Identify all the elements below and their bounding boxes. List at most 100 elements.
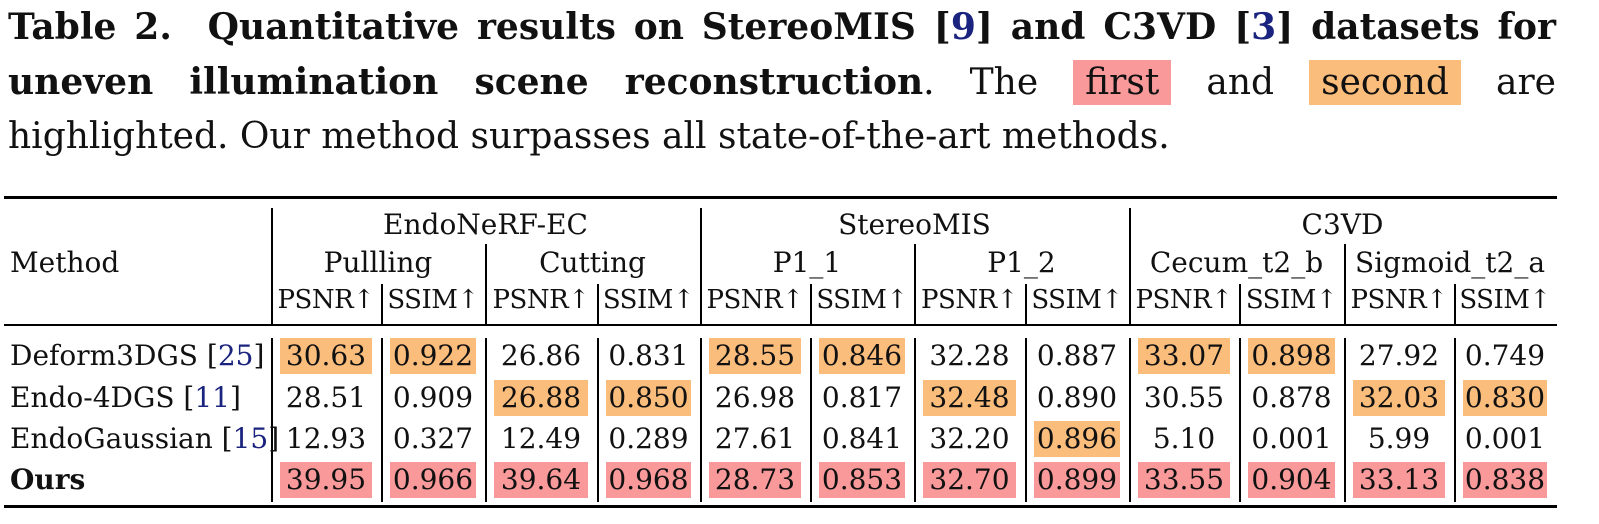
scene-header: Pullling <box>323 246 433 279</box>
table-cell: 32.70 <box>923 462 1016 498</box>
metric-separator <box>810 284 812 324</box>
method-name: Endo-4DGS [11] <box>10 380 241 416</box>
table-cell: 0.853 <box>819 462 905 498</box>
table-cell: 27.61 <box>714 422 796 455</box>
table-cell: 0.896 <box>1034 421 1120 457</box>
dataset-separator <box>271 208 273 324</box>
dataset-header: C3VD <box>1301 208 1384 241</box>
metric-header: SSIM↑ <box>602 285 695 315</box>
caption-label: Table 2. <box>8 6 172 48</box>
table-cell: 0.841 <box>821 422 903 455</box>
table-cell: 0.001 <box>1464 422 1546 455</box>
table-cell: 0.909 <box>392 381 474 414</box>
metric-separator <box>1454 284 1456 324</box>
metric-header: PSNR↑ <box>706 285 804 315</box>
table-cell: 0.890 <box>1036 381 1118 414</box>
citation-link-3[interactable]: 3 <box>1251 6 1277 48</box>
scene-header: Sigmoid_t2_a <box>1354 246 1546 279</box>
method-label: Ours <box>10 463 86 496</box>
caption-bold-2: ] and C3VD [ <box>975 6 1252 48</box>
method-name: Deform3DGS [25] <box>10 338 264 374</box>
table-cell: 32.20 <box>929 422 1010 455</box>
table-cell: 32.48 <box>923 380 1016 416</box>
body-column-separator <box>1239 338 1241 502</box>
metric-header: PSNR↑ <box>921 285 1018 315</box>
table-cell: 32.03 <box>1353 380 1445 416</box>
metric-separator <box>1025 284 1027 324</box>
metric-header: SSIM↑ <box>1459 285 1551 315</box>
body-column-separator <box>271 338 273 502</box>
metric-header: PSNR↑ <box>1135 285 1233 315</box>
table-cell: 0.001 <box>1251 422 1332 455</box>
citation-link[interactable]: 11 <box>194 381 230 414</box>
body-column-separator <box>810 338 812 502</box>
table-cell: 0.749 <box>1464 339 1546 372</box>
caption-bold-3: ] datasets for uneven illumination scene… <box>8 6 1556 103</box>
table-bottom-rule <box>4 505 1557 508</box>
body-column-separator <box>914 338 916 502</box>
citation-link[interactable]: 25 <box>217 339 254 372</box>
caption-text-2: and <box>1206 62 1275 103</box>
table-cell: 33.13 <box>1353 462 1445 498</box>
method-header: Method <box>10 246 120 279</box>
method-label: Endo-4DGS [ <box>10 381 195 414</box>
scene-header: P1_1 <box>772 246 842 279</box>
dataset-header: StereoMIS <box>838 208 991 241</box>
table-cell: 0.878 <box>1251 381 1332 414</box>
metric-header: SSIM↑ <box>1245 285 1338 315</box>
metric-separator <box>597 284 599 324</box>
table-cell: 0.289 <box>608 422 689 455</box>
table-cell: 12.93 <box>285 422 367 455</box>
table-cell: 5.10 <box>1152 422 1216 455</box>
table-cell: 0.922 <box>390 338 476 374</box>
citation-link[interactable]: 15 <box>232 422 269 455</box>
metric-header: SSIM↑ <box>387 285 479 315</box>
metric-separator <box>381 284 383 324</box>
table-cell: 32.28 <box>929 339 1010 372</box>
caption-text-3: are highlighted. Our method surpasses al… <box>8 62 1556 157</box>
header-rule <box>4 324 1557 326</box>
body-column-separator <box>700 338 702 502</box>
table-cell: 28.51 <box>285 381 367 414</box>
table-cell: 0.898 <box>1248 338 1335 374</box>
metric-header: PSNR↑ <box>492 285 590 315</box>
table-cell: 0.887 <box>1036 339 1118 372</box>
second-highlight-legend: second <box>1309 60 1461 105</box>
table-cell: 28.55 <box>709 338 801 374</box>
table-cell: 33.55 <box>1138 462 1230 498</box>
method-label: Deform3DGS [ <box>10 339 218 372</box>
citation-link-9[interactable]: 9 <box>950 6 976 48</box>
caption-text-1: . The <box>923 62 1039 103</box>
dataset-header: EndoNeRF-EC <box>383 208 588 241</box>
metric-header: PSNR↑ <box>1350 285 1448 315</box>
table-cell: 26.88 <box>494 380 588 416</box>
table-cell: 33.07 <box>1138 338 1230 374</box>
metric-header: SSIM↑ <box>816 285 908 315</box>
table-cell: 0.327 <box>392 422 474 455</box>
table-cell: 0.899 <box>1034 462 1120 498</box>
table-cell: 0.904 <box>1248 462 1335 498</box>
scene-header: Cecum_t2_b <box>1149 246 1324 279</box>
scene-header: Cutting <box>539 246 646 279</box>
table-cell: 0.838 <box>1463 462 1547 498</box>
method-label: EndoGaussian [ <box>10 422 233 455</box>
method-label-end: ] <box>253 339 265 372</box>
table-cell: 0.846 <box>819 338 905 374</box>
table-cell: 0.830 <box>1463 380 1547 416</box>
table-cell: 0.968 <box>606 462 691 498</box>
method-label-end: ] <box>230 381 241 414</box>
scene-separator <box>1344 244 1346 324</box>
caption-bold-1: Quantitative results on StereoMIS [ <box>207 6 951 48</box>
dataset-separator <box>700 208 702 324</box>
body-column-separator <box>1129 338 1131 502</box>
table-cell: 28.73 <box>709 462 801 498</box>
table-cell: 30.63 <box>280 338 372 374</box>
body-column-separator <box>1344 338 1346 502</box>
scene-separator <box>485 244 487 324</box>
table-cell: 0.817 <box>821 381 903 414</box>
table-cell: 27.92 <box>1358 339 1440 372</box>
table-top-rule <box>4 196 1557 199</box>
table-cell: 26.98 <box>714 381 796 414</box>
table-cell: 12.49 <box>500 422 582 455</box>
method-label-end: ] <box>268 422 280 455</box>
